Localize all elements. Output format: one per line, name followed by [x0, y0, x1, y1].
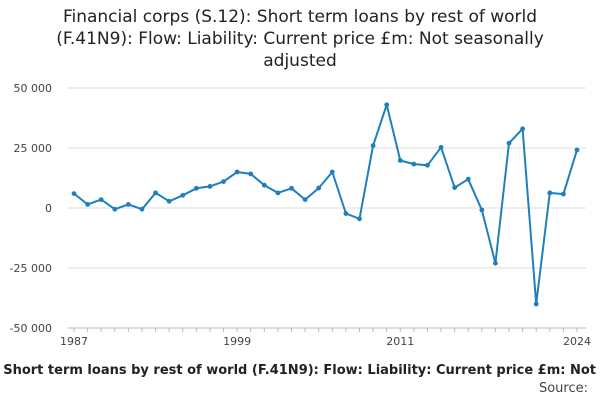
data-point	[112, 206, 118, 212]
data-point	[411, 161, 417, 167]
data-point	[493, 260, 498, 266]
series-line	[73, 103, 578, 305]
y-tick-label: 0	[45, 202, 52, 215]
chart-caption-text: Financial corps (S.12): Short term loans…	[0, 363, 596, 378]
data-point	[343, 211, 349, 216]
data-point	[370, 143, 376, 149]
data-point	[221, 179, 226, 185]
data-point	[357, 216, 362, 222]
data-point	[397, 158, 403, 163]
data-point	[329, 169, 335, 175]
data-point	[533, 301, 539, 307]
data-point	[85, 202, 90, 207]
x-tick-label: 1999	[223, 335, 251, 348]
chart-title-line-3: adjusted	[263, 51, 337, 71]
data-point	[166, 198, 172, 204]
data-point	[193, 185, 199, 191]
data-point	[180, 192, 186, 198]
y-tick-label: 25 000	[14, 142, 53, 155]
data-point	[261, 182, 267, 188]
y-tick-label: -50 000	[10, 322, 52, 335]
y-tick-label: 50 000	[14, 82, 53, 95]
data-point	[438, 144, 444, 150]
x-tick-label: 2024	[563, 335, 591, 348]
chart-title: Financial corps (S.12): Short term loans…	[10, 6, 590, 72]
data-point	[207, 184, 213, 189]
data-point	[506, 140, 512, 146]
data-point	[384, 102, 390, 108]
data-point	[248, 171, 254, 177]
data-point	[452, 185, 458, 191]
data-point	[465, 176, 471, 182]
y-tick-label: -25 000	[10, 262, 52, 275]
chart-title-line-1: Financial corps (S.12): Short term loans…	[62, 7, 538, 27]
data-point	[520, 126, 526, 132]
source-label: Source:	[538, 381, 588, 396]
data-point	[98, 197, 104, 203]
data-point	[125, 202, 131, 207]
data-point	[289, 185, 294, 191]
data-point	[153, 190, 158, 196]
data-point	[275, 190, 281, 196]
data-point	[302, 197, 308, 203]
data-point	[425, 162, 430, 168]
data-point	[71, 191, 77, 197]
x-tick-label: 2011	[386, 335, 414, 348]
data-point	[234, 169, 240, 175]
chart-caption: Financial corps (S.12): Short term loans…	[0, 363, 600, 383]
chart-title-line-2: (F.41N9): Flow: Liability: Current price…	[56, 29, 544, 49]
data-point	[479, 207, 485, 213]
data-point	[139, 206, 145, 212]
data-point	[561, 191, 566, 197]
x-tick-label: 1987	[60, 335, 88, 348]
data-point	[547, 190, 553, 196]
data-point	[316, 185, 322, 191]
data-point	[574, 147, 580, 153]
